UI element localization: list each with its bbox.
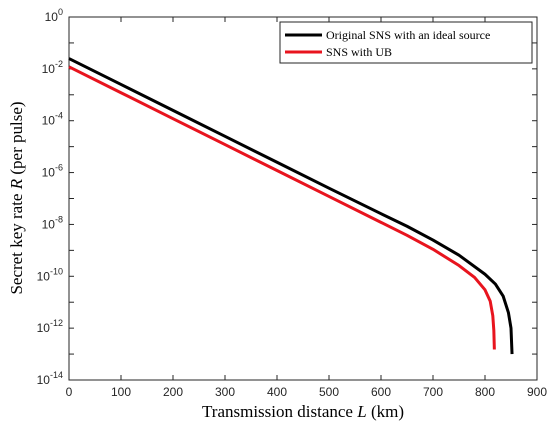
x-tick-label: 400 — [267, 385, 287, 399]
x-axis-ticks: 0 100 200 300 400 500 600 700 800 900 — [66, 17, 547, 399]
x-tick-label: 700 — [423, 385, 443, 399]
y-tick-label: 10-6 — [42, 163, 63, 180]
series-line-0 — [68, 57, 514, 355]
x-tick-label: 500 — [319, 385, 339, 399]
y-tick-label: 10-14 — [37, 370, 63, 387]
y-axis-label: Secret key rate R (per pulse) — [7, 101, 26, 294]
x-tick-label: 900 — [527, 385, 547, 399]
legend-label-sns-ub: SNS with UB — [326, 45, 392, 59]
y-tick-label: 10-4 — [42, 111, 63, 128]
x-tick-label: 0 — [66, 385, 73, 399]
y-tick-label: 10-8 — [42, 214, 63, 231]
y-tick-label: 10-2 — [42, 59, 63, 76]
legend-box — [279, 21, 533, 64]
x-tick-label: 800 — [475, 385, 495, 399]
y-tick-label: 10-10 — [37, 266, 63, 283]
legend: Original SNS with an ideal source SNS wi… — [279, 21, 533, 64]
y-tick-label: 10-12 — [37, 318, 63, 335]
legend-label-original-sns: Original SNS with an ideal source — [326, 28, 490, 42]
x-tick-label: 300 — [215, 385, 235, 399]
x-axis-label: Transmission distance L (km) — [202, 402, 404, 421]
series-line-1 — [68, 65, 496, 350]
series-layer — [68, 57, 514, 355]
plot-area — [68, 16, 538, 381]
x-tick-label: 200 — [163, 385, 183, 399]
x-tick-label: 600 — [371, 385, 391, 399]
y-tick-label: 100 — [45, 7, 63, 24]
y-axis-ticks: 100 10-2 10-4 10-6 10-8 10-10 10-12 10-14 — [37, 7, 537, 387]
x-tick-label: 100 — [111, 385, 131, 399]
